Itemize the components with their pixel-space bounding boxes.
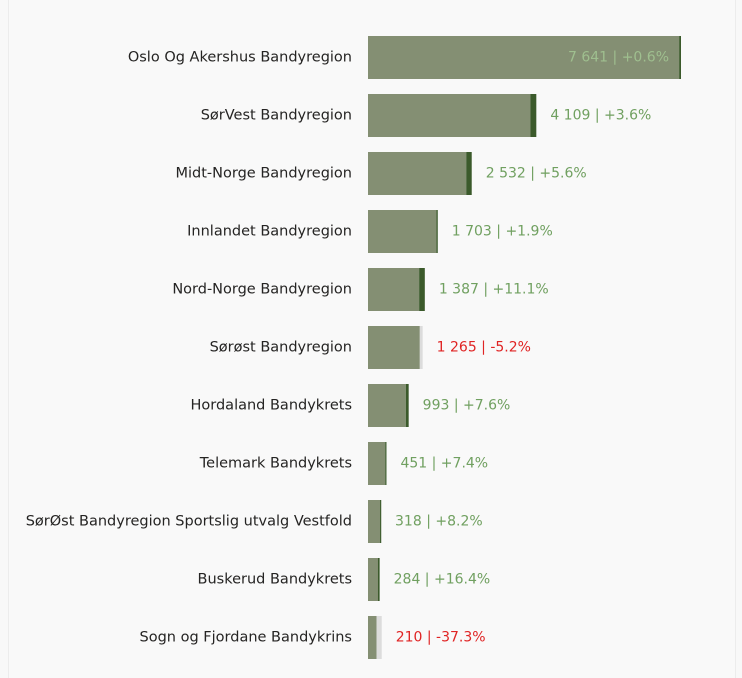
bar — [368, 500, 381, 543]
data-label: 210 | -37.3% — [396, 630, 486, 646]
bar-decrease-segment — [376, 616, 382, 659]
category-label: Oslo Og Akershus Bandyregion — [128, 50, 352, 66]
bar — [368, 94, 531, 137]
bar — [368, 36, 680, 79]
bar-decrease-segment — [419, 326, 423, 369]
bar — [368, 268, 420, 311]
data-label: 451 | +7.4% — [400, 456, 488, 472]
category-label: Telemark Bandykrets — [199, 456, 352, 472]
data-label: 7 641 | +0.6% — [568, 50, 669, 66]
bar-increase-segment — [405, 384, 409, 427]
category-label: Midt-Norge Bandyregion — [176, 166, 353, 182]
category-label: Sogn og Fjordane Bandykrins — [140, 630, 352, 646]
data-label: 4 109 | +3.6% — [550, 108, 651, 124]
bar-increase-segment — [679, 36, 681, 79]
category-label: Buskerud Bandykrets — [198, 572, 352, 588]
bar — [368, 152, 467, 195]
data-label: 1 265 | -5.2% — [437, 340, 531, 356]
category-label: SørVest Bandyregion — [201, 108, 352, 124]
data-label: 1 703 | +1.9% — [452, 224, 553, 240]
bar — [368, 384, 406, 427]
data-label: 318 | +8.2% — [395, 514, 483, 530]
bar — [368, 210, 437, 253]
bar-increase-segment — [385, 442, 387, 485]
bar — [368, 442, 386, 485]
data-label: 1 387 | +11.1% — [439, 282, 549, 298]
bar-increase-segment — [466, 152, 472, 195]
bar — [368, 326, 420, 369]
category-label: Sørøst Bandyregion — [210, 340, 352, 356]
data-label: 284 | +16.4% — [394, 572, 491, 588]
data-label: 993 | +7.6% — [423, 398, 511, 414]
bar-increase-segment — [419, 268, 425, 311]
category-label: SørØst Bandyregion Sportslig utvalg Vest… — [26, 514, 352, 530]
bar — [368, 616, 377, 659]
category-label: Hordaland Bandykrets — [191, 398, 353, 414]
bar-increase-segment — [530, 94, 537, 137]
bar-increase-segment — [436, 210, 438, 253]
bar — [368, 558, 378, 601]
bar-increase-segment — [380, 500, 382, 543]
category-label: Nord-Norge Bandyregion — [172, 282, 352, 298]
data-label: 2 532 | +5.6% — [486, 166, 587, 182]
category-label: Innlandet Bandyregion — [187, 224, 352, 240]
bar-increase-segment — [377, 558, 380, 601]
